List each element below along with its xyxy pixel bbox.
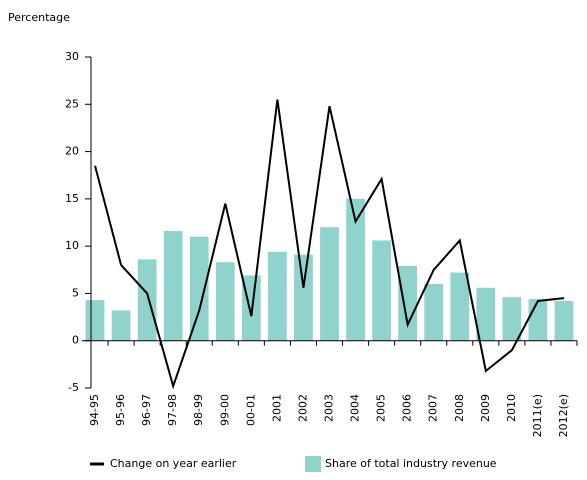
x-tick-label: 95-96 xyxy=(114,394,127,426)
y-axis-label: Percentage xyxy=(8,11,70,24)
bar xyxy=(346,198,365,341)
x-tick-label: 00-01 xyxy=(244,394,257,426)
y-tick-label: 30 xyxy=(65,50,79,63)
y-tick-label: 5 xyxy=(72,286,79,299)
x-tick-label: 94-95 xyxy=(88,394,101,426)
x-tick-label: 99-00 xyxy=(218,394,231,426)
x-tick-label: 2007 xyxy=(427,394,440,422)
x-tick-label: 96-97 xyxy=(140,394,153,426)
legend-label: Change on year earlier xyxy=(110,457,237,470)
y-tick-label: 0 xyxy=(72,334,79,347)
bar xyxy=(189,236,209,341)
x-tick-label: 2002 xyxy=(296,394,309,422)
x-tick-label: 2006 xyxy=(401,394,414,422)
legend-swatch xyxy=(305,456,321,472)
bar xyxy=(268,251,287,341)
bar xyxy=(372,240,391,341)
x-tick-label: 2005 xyxy=(375,394,388,422)
bar xyxy=(85,300,105,341)
bar xyxy=(215,262,235,341)
x-tick-label: 2004 xyxy=(349,394,362,422)
x-tick-label: 2001 xyxy=(270,394,283,422)
bar xyxy=(424,283,444,341)
bar xyxy=(502,297,522,341)
y-tick-label: 25 xyxy=(65,97,79,110)
bar xyxy=(294,254,313,341)
bar xyxy=(137,259,157,341)
x-tick-label: 2008 xyxy=(453,394,466,422)
bar xyxy=(398,266,418,341)
x-tick-label: 98-99 xyxy=(192,394,205,426)
bar xyxy=(320,227,339,341)
x-tick-label: 2012(e) xyxy=(557,394,570,437)
bar xyxy=(528,299,548,341)
bar xyxy=(476,287,496,341)
bar xyxy=(450,272,470,341)
x-tick-label: 97-98 xyxy=(166,394,179,426)
y-tick-label: -5 xyxy=(68,381,79,394)
bar xyxy=(111,310,131,341)
legend-label: Share of total industry revenue xyxy=(325,457,497,470)
x-tick-label: 2010 xyxy=(505,394,518,422)
y-tick-label: 10 xyxy=(65,239,79,252)
bar xyxy=(163,231,183,341)
y-tick-label: 20 xyxy=(65,145,79,158)
bar xyxy=(554,300,574,341)
x-tick-label: 2003 xyxy=(323,394,336,422)
x-tick-label: 2011(e) xyxy=(531,394,544,437)
x-tick-label: 2009 xyxy=(479,394,492,422)
y-tick-label: 15 xyxy=(65,192,79,205)
line xyxy=(94,99,565,390)
